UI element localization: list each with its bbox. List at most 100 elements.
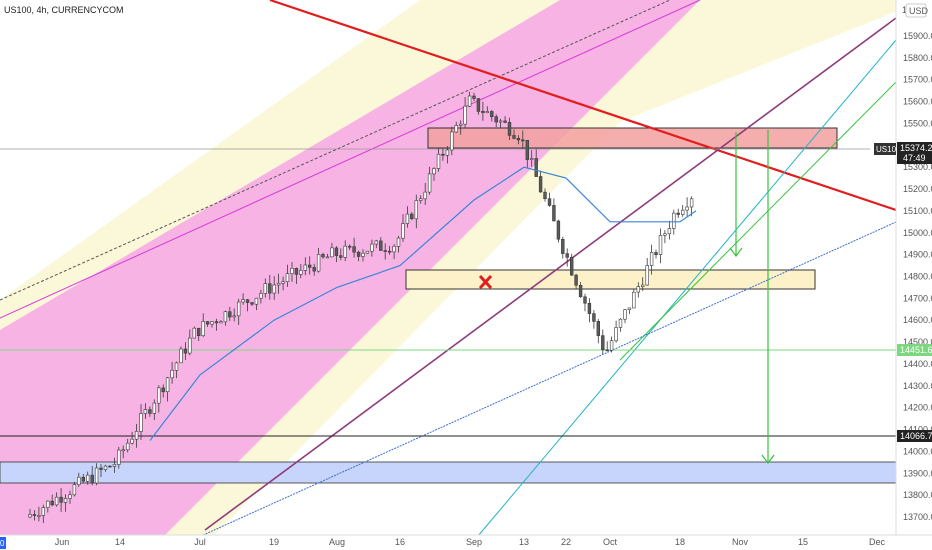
candle-body[interactable] (316, 254, 321, 272)
candle-body[interactable] (583, 296, 587, 304)
magenta-channel-line[interactable] (0, 0, 701, 319)
candle-body[interactable] (578, 284, 583, 298)
candle-body[interactable] (285, 273, 290, 283)
candle-body[interactable] (618, 318, 623, 328)
candle-body[interactable] (521, 139, 525, 142)
candle-body[interactable] (667, 228, 672, 235)
candle-body[interactable] (214, 321, 219, 324)
candle-body[interactable] (458, 123, 463, 126)
candle-body[interactable] (614, 327, 618, 342)
candle-body[interactable] (183, 348, 188, 354)
candle-body[interactable] (623, 309, 627, 320)
x-marker[interactable] (478, 274, 493, 290)
candle-body[interactable] (450, 131, 454, 151)
candle-body[interactable] (538, 176, 543, 193)
candle-body[interactable] (561, 239, 565, 254)
candle-body[interactable] (50, 500, 54, 506)
candle-body[interactable] (529, 158, 534, 160)
candle-body[interactable] (210, 321, 214, 325)
candle-body[interactable] (441, 153, 445, 156)
candle-body[interactable] (117, 449, 121, 465)
candle-body[interactable] (680, 209, 685, 215)
candle-body[interactable] (32, 514, 37, 516)
candle-body[interactable] (476, 98, 481, 112)
candle-body[interactable] (387, 250, 392, 253)
candle-body[interactable] (245, 299, 250, 303)
candle-body[interactable] (232, 315, 236, 318)
candle-body[interactable] (427, 173, 432, 193)
candle-body[interactable] (556, 220, 561, 240)
candle-body[interactable] (574, 274, 578, 286)
candle-body[interactable] (312, 267, 316, 272)
currency-badge[interactable] (905, 3, 927, 18)
candle-body[interactable] (126, 442, 130, 451)
candle-body[interactable] (174, 362, 179, 371)
price-axis[interactable]: 1 USD 15900.0 15800.0 15700.0 15600.0 15500.… (874, 0, 932, 550)
teal-line-1[interactable] (477, 39, 897, 537)
candle-body[interactable] (503, 120, 507, 123)
candle-body[interactable] (192, 327, 196, 339)
green-line-2[interactable] (619, 81, 897, 361)
candle-body[interactable] (99, 467, 103, 470)
purple-uptrend-line[interactable] (204, 17, 897, 531)
candle-body[interactable] (86, 474, 90, 482)
candle-body[interactable] (347, 245, 352, 248)
candle-body[interactable] (356, 251, 361, 257)
candle-body[interactable] (365, 250, 370, 254)
candle-body[interactable] (498, 120, 503, 123)
candle-body[interactable] (307, 264, 312, 268)
candle-body[interactable] (157, 387, 161, 404)
candle-body[interactable] (201, 321, 205, 337)
candle-body[interactable] (445, 149, 450, 156)
black-level-tag[interactable] (897, 430, 932, 442)
candle-body[interactable] (472, 95, 476, 99)
candle-body[interactable] (130, 438, 134, 444)
candle-body[interactable] (59, 496, 63, 503)
candle-body[interactable] (525, 140, 530, 160)
candle-body[interactable] (454, 125, 458, 133)
candle-body[interactable] (41, 507, 46, 516)
candle-body[interactable] (330, 247, 334, 258)
candle-body[interactable] (281, 281, 285, 284)
candle-body[interactable] (649, 252, 654, 266)
candle-body[interactable] (512, 135, 516, 139)
candle-body[interactable] (197, 327, 201, 337)
symbol-tag[interactable] (874, 143, 896, 155)
candle-body[interactable] (627, 307, 632, 310)
time-axis[interactable]: 0 Jun 14 Jul 19 Aug 16 Sep 13 22 Oct 18 Nov 15 Dec (0, 534, 932, 550)
candle-body[interactable] (28, 514, 32, 518)
candle-body[interactable] (383, 250, 387, 252)
candle-body[interactable] (592, 313, 596, 322)
blue-dotted-line[interactable] (169, 221, 897, 550)
candle-body[interactable] (179, 348, 183, 364)
candle-body[interactable] (81, 476, 86, 482)
candle-body[interactable] (565, 253, 569, 258)
candle-body[interactable] (396, 237, 401, 247)
candle-body[interactable] (108, 465, 112, 468)
candle-body[interactable] (148, 409, 152, 414)
candle-body[interactable] (103, 465, 108, 470)
candle-body[interactable] (516, 138, 521, 141)
candle-body[interactable] (37, 515, 41, 517)
candle-body[interactable] (352, 246, 356, 253)
candle-body[interactable] (463, 105, 467, 125)
candle-body[interactable] (418, 198, 423, 201)
green-level-tag[interactable] (897, 344, 932, 356)
candle-body[interactable] (547, 198, 552, 206)
candle-body[interactable] (543, 191, 547, 200)
candle-body[interactable] (268, 283, 272, 294)
candle-body[interactable] (90, 474, 94, 484)
candle-body[interactable] (361, 252, 365, 257)
candle-body[interactable] (672, 212, 676, 229)
candle-body[interactable] (152, 402, 156, 414)
candle-body[interactable] (139, 413, 143, 432)
candle-body[interactable] (46, 500, 50, 508)
candle-body[interactable] (605, 349, 609, 352)
candle-body[interactable] (205, 321, 210, 325)
candle-body[interactable] (490, 111, 494, 117)
candle-body[interactable] (507, 122, 512, 136)
candle-body[interactable] (170, 369, 174, 379)
candle-body[interactable] (161, 387, 165, 393)
resistance-zone[interactable] (427, 127, 838, 149)
